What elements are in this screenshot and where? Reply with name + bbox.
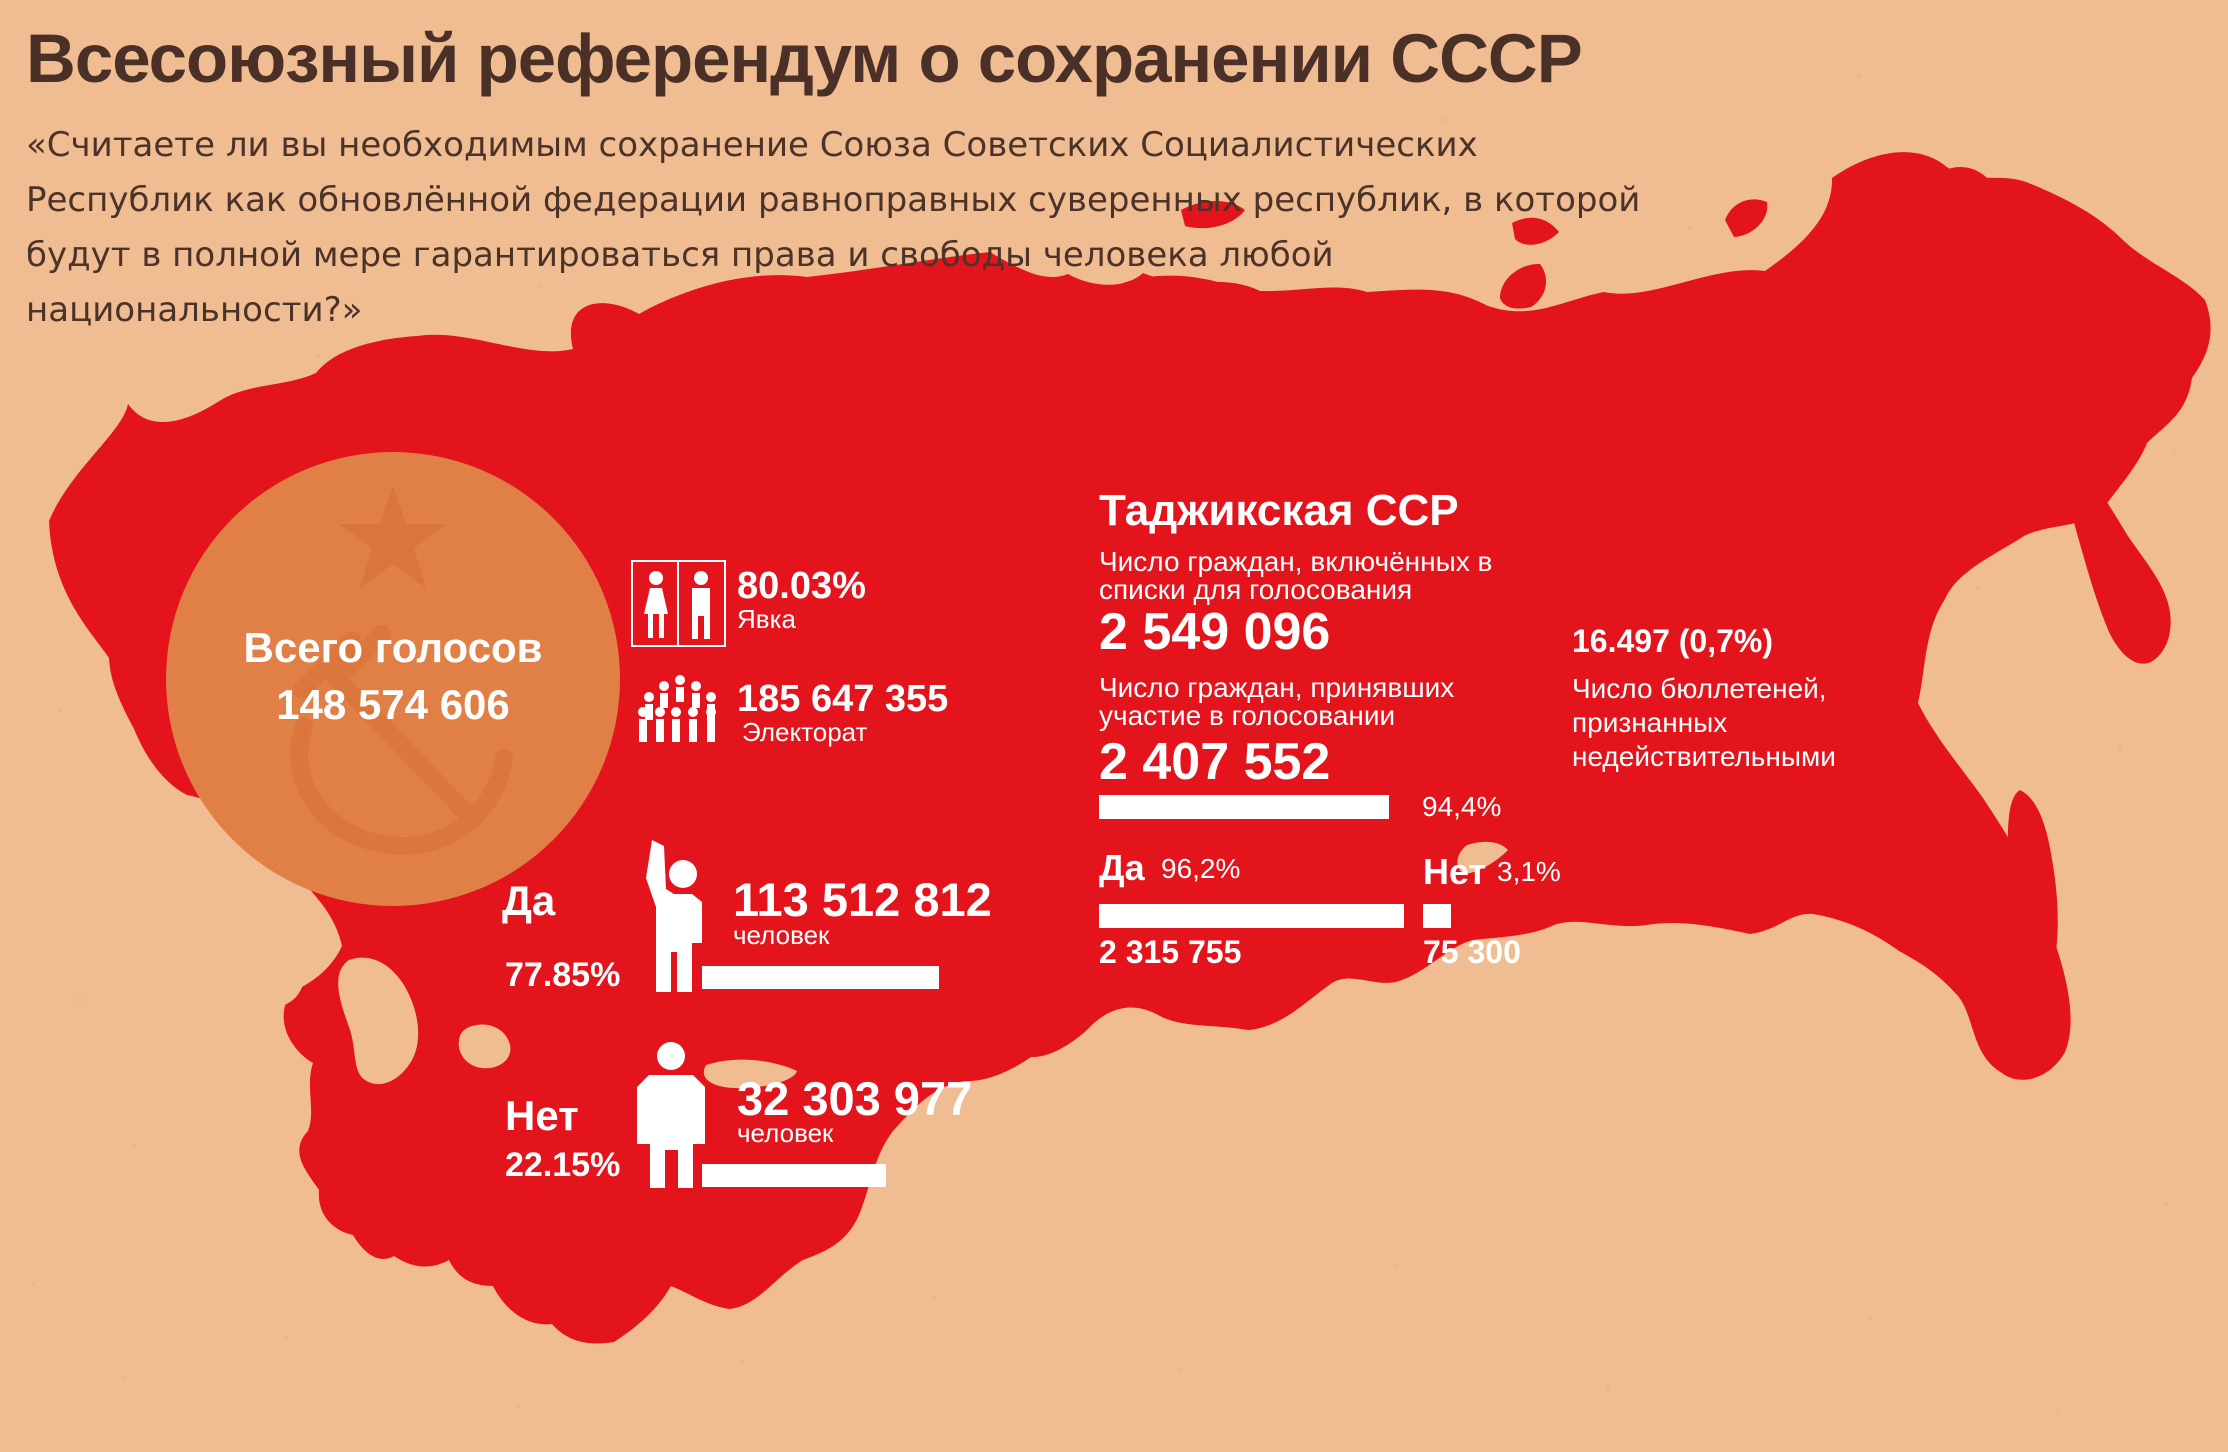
hammer-sickle-icon: [290, 625, 513, 855]
voters-booth-icon: [631, 560, 726, 647]
total-votes-value: 148 574 606: [276, 681, 510, 728]
union-yes-bar: [702, 966, 939, 989]
tajik-no-value: 75 300: [1423, 934, 1521, 970]
total-votes-circle: Всего голосов 148 574 606: [166, 452, 620, 906]
tajik-no-label: Нет: [1423, 851, 1487, 892]
referendum-question: «Считаете ли вы необходимым сохранение С…: [26, 125, 1641, 330]
star-icon: [339, 485, 447, 588]
ussr-map-arctic-islands: [565, 167, 2004, 452]
tajik-no-percent: 3,1%: [1497, 856, 1561, 887]
electorate-label: Электорат: [742, 717, 868, 747]
tajik-participated-value: 2 407 552: [1099, 733, 1331, 791]
union-no-value: 32 303 977: [737, 1072, 973, 1125]
tajik-yes-percent: 96,2%: [1161, 853, 1241, 884]
tajik-no-bar: [1423, 904, 1451, 928]
ussr-map-lake-baikal-cutout: [1457, 841, 1508, 874]
tajik-registered-value: 2 549 096: [1099, 603, 1331, 661]
union-yes-label: Да: [502, 877, 556, 924]
tajik-yes-label: Да: [1099, 847, 1145, 888]
tajik-yes-value: 2 315 755: [1099, 934, 1242, 970]
union-yes-value: 113 512 812: [733, 873, 992, 926]
ussr-map-lake-balkhash-cutout: [703, 1059, 797, 1089]
page-title: Всесоюзный референдум о сохранении СССР: [26, 20, 1583, 97]
ussr-map-sakhalin: [2007, 790, 2058, 1013]
tajik-registered-label: Число граждан, включённых в списки для г…: [1099, 546, 1493, 605]
turnout-label: Явка: [737, 604, 796, 634]
union-yes-unit: человек: [733, 920, 830, 950]
union-no-label: Нет: [505, 1092, 579, 1139]
invalid-ballots-label: Число бюллетеней, признанных недействите…: [1572, 673, 1836, 772]
ussr-map-mainland: [49, 152, 2211, 1344]
ussr-map-aral-cutout: [458, 1024, 511, 1069]
invalid-ballots-value: 16.497 (0,7%): [1572, 623, 1774, 659]
tajik-title: Таджикская ССР: [1099, 486, 1459, 535]
union-no-unit: человек: [737, 1118, 834, 1148]
raised-hand-person-icon: [646, 840, 702, 992]
union-no-bar: [702, 1164, 886, 1187]
ussr-map-black-sea-cutout: [189, 923, 305, 1009]
tajik-participation-bar: [1099, 795, 1389, 819]
union-yes-percent: 77.85%: [505, 956, 621, 994]
ussr-map-kamchatka: [2069, 468, 2171, 664]
standing-person-icon: [637, 1042, 705, 1188]
union-no-percent: 22.15%: [505, 1146, 621, 1184]
ussr-map-caspian-cutout: [338, 957, 419, 1085]
tajik-participated-label: Число граждан, принявших участие в голос…: [1099, 672, 1455, 731]
total-votes-title: Всего голосов: [243, 624, 543, 671]
crowd-icon: [638, 675, 716, 742]
electorate-value: 185 647 355: [737, 678, 949, 720]
tajik-yes-bar: [1099, 904, 1404, 928]
turnout-value: 80.03%: [737, 565, 866, 607]
circle-emblems: [290, 485, 513, 855]
tajik-participated-percent: 94,4%: [1422, 791, 1502, 822]
